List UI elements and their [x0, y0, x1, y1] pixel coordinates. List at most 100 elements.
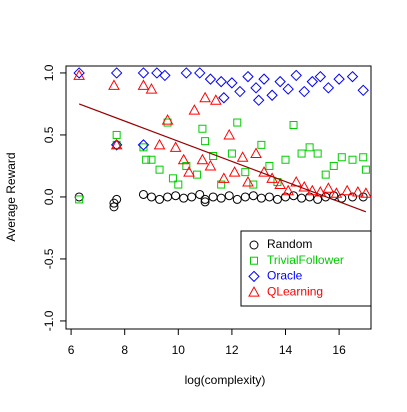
- point: [352, 185, 364, 197]
- point: [250, 147, 262, 159]
- point: [242, 176, 254, 187]
- point: [359, 153, 368, 162]
- trend-line: [78, 103, 367, 213]
- point: [137, 67, 150, 79]
- point: [322, 82, 335, 94]
- point: [196, 153, 209, 165]
- point: [218, 92, 230, 104]
- point: [200, 197, 210, 207]
- point: [155, 194, 165, 204]
- point: [147, 155, 156, 164]
- point: [226, 77, 238, 89]
- x-tick-label: 8: [121, 343, 128, 357]
- point: [193, 170, 202, 179]
- point: [163, 192, 173, 202]
- x-tick-label: 14: [279, 343, 293, 357]
- point: [265, 161, 274, 170]
- x-tick-label: 16: [332, 343, 346, 357]
- point: [264, 192, 274, 202]
- point: [199, 91, 211, 103]
- x-tick-label: 6: [68, 343, 75, 357]
- point: [217, 180, 226, 189]
- point: [346, 70, 359, 83]
- point: [146, 192, 156, 202]
- point: [249, 180, 258, 189]
- point: [248, 191, 258, 201]
- legend-label: Oracle: [267, 269, 303, 283]
- legend-marker: [250, 256, 258, 265]
- point: [341, 184, 353, 196]
- point: [361, 165, 370, 174]
- point: [228, 166, 241, 177]
- point: [180, 67, 193, 79]
- point: [110, 67, 123, 79]
- point: [337, 153, 346, 162]
- point: [75, 195, 84, 204]
- point: [159, 69, 171, 82]
- point: [256, 193, 266, 203]
- point: [137, 79, 150, 90]
- point: [155, 165, 164, 174]
- point: [137, 139, 150, 151]
- point: [169, 141, 182, 152]
- point: [297, 149, 306, 158]
- point: [272, 194, 282, 204]
- x-tick-label: 10: [172, 343, 186, 357]
- point: [179, 193, 189, 203]
- point: [171, 191, 181, 201]
- point: [298, 85, 310, 98]
- point: [250, 82, 262, 94]
- point: [187, 192, 197, 202]
- y-tick-label: 0.5: [42, 126, 56, 143]
- point: [274, 75, 286, 88]
- point: [281, 155, 290, 164]
- point: [290, 69, 302, 82]
- point: [201, 137, 210, 146]
- point: [204, 159, 217, 171]
- legend-marker: [249, 240, 259, 250]
- point: [330, 187, 343, 198]
- point: [151, 67, 163, 79]
- point: [333, 73, 345, 85]
- point: [74, 192, 84, 202]
- point: [321, 170, 330, 179]
- point: [297, 193, 307, 203]
- point: [242, 70, 254, 83]
- point: [112, 194, 122, 204]
- point: [313, 149, 322, 158]
- point: [168, 174, 177, 183]
- point: [322, 182, 335, 193]
- point: [232, 194, 242, 204]
- point: [233, 118, 242, 127]
- point: [306, 75, 319, 88]
- y-tick-label: -1.0: [42, 310, 56, 331]
- point: [314, 70, 327, 83]
- point: [360, 187, 372, 198]
- y-tick-label: 0.0: [42, 188, 56, 205]
- point: [153, 138, 166, 150]
- point: [73, 67, 85, 79]
- point: [240, 192, 250, 202]
- legend-marker: [248, 270, 260, 283]
- point: [138, 189, 148, 199]
- point: [337, 193, 347, 203]
- point: [305, 143, 314, 152]
- point: [161, 114, 174, 125]
- point: [208, 192, 218, 202]
- legend-marker: [248, 286, 260, 297]
- point: [282, 83, 294, 95]
- point: [236, 151, 249, 162]
- point: [174, 180, 183, 189]
- point: [139, 143, 148, 152]
- point: [257, 140, 266, 149]
- point: [348, 155, 357, 164]
- point: [258, 166, 270, 177]
- point: [110, 138, 123, 150]
- point: [145, 83, 158, 94]
- point: [314, 185, 327, 197]
- point: [200, 194, 210, 204]
- point: [195, 189, 205, 199]
- x-axis-label: log(complexity): [185, 373, 266, 387]
- legend-label: QLearning: [267, 284, 323, 298]
- point: [258, 73, 270, 85]
